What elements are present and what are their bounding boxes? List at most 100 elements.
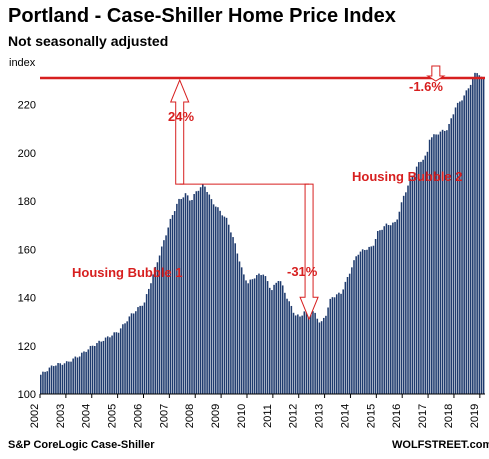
bar bbox=[150, 283, 152, 394]
bar bbox=[247, 283, 249, 394]
x-tick-label: 2018 bbox=[443, 404, 455, 428]
bar bbox=[381, 229, 383, 394]
bar bbox=[115, 332, 118, 394]
bar bbox=[322, 317, 325, 394]
x-axis: 2002 2003 2004 2005 2006 2007 2008 2009 2010 2011… bbox=[29, 393, 485, 428]
bar bbox=[387, 225, 390, 394]
bar bbox=[204, 186, 206, 394]
bar bbox=[476, 73, 478, 394]
bar bbox=[245, 280, 247, 394]
bar bbox=[199, 187, 202, 394]
bar bbox=[210, 199, 213, 394]
bar bbox=[303, 311, 306, 394]
bar bbox=[225, 217, 228, 394]
drop-arrow bbox=[299, 183, 319, 321]
bar bbox=[208, 194, 211, 394]
x-tick-label: 2012 bbox=[288, 404, 300, 428]
bar bbox=[400, 202, 403, 394]
bar bbox=[169, 218, 172, 394]
bar bbox=[389, 225, 392, 394]
bar bbox=[109, 337, 111, 394]
x-tick-label: 2019 bbox=[469, 404, 481, 428]
bar bbox=[318, 322, 321, 394]
bar bbox=[85, 351, 87, 394]
bar bbox=[137, 307, 139, 394]
x-tick-label: 2002 bbox=[29, 404, 41, 428]
bar bbox=[351, 267, 353, 394]
bar bbox=[232, 237, 234, 394]
bar bbox=[277, 281, 280, 394]
bars bbox=[40, 72, 485, 395]
bar bbox=[411, 175, 414, 394]
bar bbox=[461, 100, 463, 394]
bar bbox=[480, 76, 483, 394]
bar bbox=[191, 199, 193, 394]
rise-arrow bbox=[169, 78, 190, 185]
bar bbox=[297, 314, 299, 394]
bar bbox=[111, 335, 113, 394]
bar bbox=[392, 222, 394, 394]
bar bbox=[236, 253, 239, 394]
bar bbox=[281, 285, 284, 394]
x-tick-label: 2011 bbox=[262, 404, 274, 428]
chart-title: Portland - Case-Shiller Home Price Index bbox=[8, 5, 396, 27]
bar bbox=[230, 232, 232, 394]
bar bbox=[405, 192, 407, 394]
bar bbox=[376, 231, 379, 394]
bar bbox=[59, 363, 61, 394]
bar bbox=[327, 307, 329, 394]
bar bbox=[65, 361, 68, 394]
bar bbox=[61, 364, 64, 394]
bar bbox=[243, 274, 245, 394]
bar bbox=[288, 301, 290, 394]
x-tick-label: 2005 bbox=[107, 404, 119, 428]
bar bbox=[454, 107, 457, 395]
bar bbox=[357, 254, 360, 394]
bar bbox=[266, 281, 269, 394]
bar bbox=[478, 75, 481, 395]
bar bbox=[214, 206, 217, 394]
bar bbox=[472, 77, 474, 395]
bar bbox=[91, 345, 94, 394]
bar bbox=[219, 210, 221, 394]
bar bbox=[260, 275, 262, 394]
bar bbox=[98, 340, 100, 394]
bar bbox=[413, 172, 416, 394]
y-axis: 100 120 140 160 180 200 220 bbox=[18, 100, 36, 401]
bar bbox=[100, 341, 103, 394]
bar bbox=[126, 321, 128, 394]
bar bbox=[420, 161, 422, 394]
bar bbox=[180, 198, 182, 394]
bar bbox=[431, 137, 433, 394]
bar bbox=[433, 134, 435, 395]
bar bbox=[301, 315, 303, 394]
annotation-arrows bbox=[169, 65, 446, 321]
x-tick-label: 2009 bbox=[210, 404, 222, 428]
bar bbox=[422, 159, 424, 394]
bar bbox=[482, 77, 485, 394]
bar bbox=[415, 166, 418, 394]
bar bbox=[331, 297, 334, 394]
bar bbox=[348, 273, 351, 394]
bar bbox=[55, 365, 57, 394]
bar bbox=[221, 215, 224, 394]
bar bbox=[251, 279, 254, 394]
bar bbox=[333, 297, 336, 394]
bar bbox=[465, 90, 468, 394]
bar bbox=[368, 246, 370, 394]
bar bbox=[264, 276, 267, 394]
bar bbox=[424, 155, 427, 394]
bar bbox=[394, 221, 396, 394]
bar bbox=[63, 363, 66, 394]
x-tick-label: 2003 bbox=[55, 404, 67, 428]
bar bbox=[81, 352, 83, 394]
bar bbox=[271, 290, 273, 394]
bar bbox=[437, 134, 440, 395]
bar bbox=[223, 216, 226, 394]
bar bbox=[132, 313, 135, 394]
bar bbox=[96, 343, 98, 394]
drop-label: -31% bbox=[287, 264, 318, 279]
bar bbox=[439, 131, 442, 394]
bar bbox=[396, 219, 398, 394]
bar bbox=[366, 249, 368, 394]
